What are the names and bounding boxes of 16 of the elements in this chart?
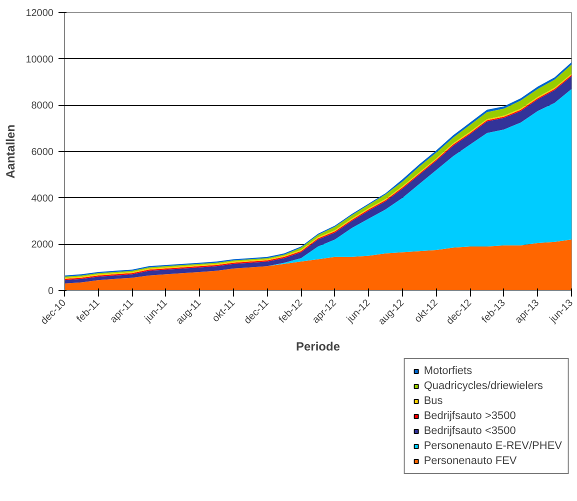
y-tick-label: 0: [48, 286, 54, 297]
legend-label: Bedrijfsauto <3500: [424, 425, 516, 437]
x-axis-title: Periode: [296, 339, 340, 354]
y-tick-label: 4000: [31, 193, 54, 204]
y-axis-title: Aantallen: [4, 124, 18, 179]
y-tick-label: 12000: [26, 8, 54, 19]
y-tick-label: 8000: [31, 100, 54, 112]
legend-label: Motorfiets: [424, 365, 472, 377]
y-tick-label: 2000: [31, 240, 54, 251]
y-tick-label: 10000: [26, 54, 54, 66]
y-tick-label: 6000: [31, 147, 54, 158]
legend-label: Bedrijfsauto >3500: [424, 410, 516, 422]
legend-label: Bus: [424, 395, 444, 407]
legend-label: Personenauto E-REV/PHEV: [424, 440, 562, 452]
legend-label: Personenauto FEV: [424, 455, 517, 467]
legend-label: Quadricycles/driewielers: [424, 380, 544, 392]
